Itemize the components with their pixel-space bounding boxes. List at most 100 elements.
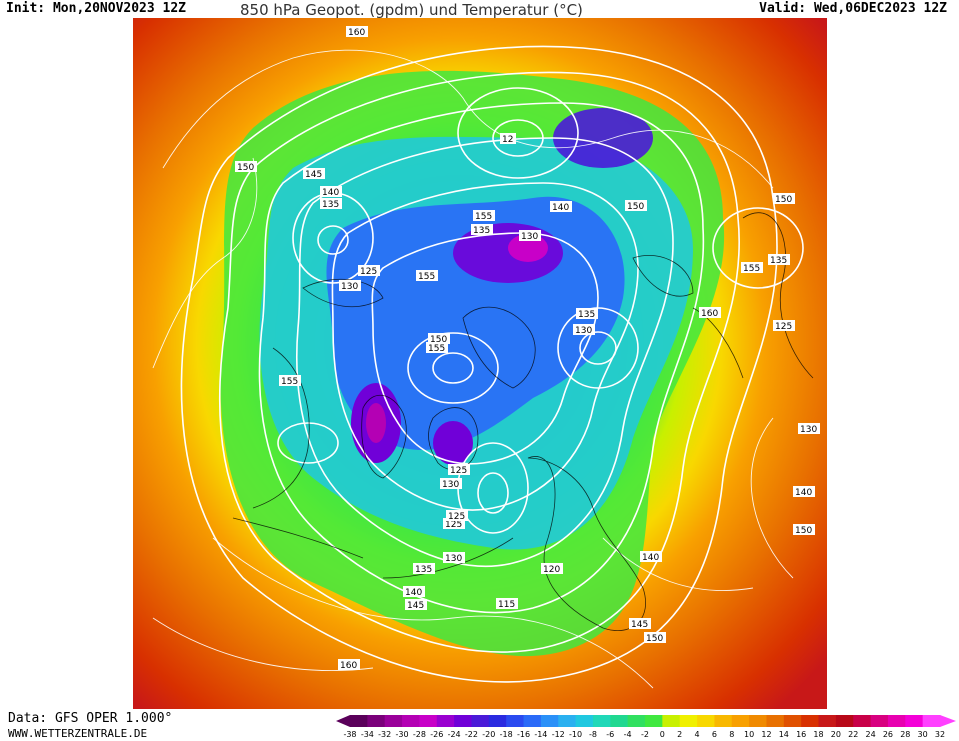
contour-label: 140 [642, 553, 659, 563]
contour-label-box [793, 486, 815, 497]
coastlines [232, 212, 814, 631]
contour-label-box [471, 224, 493, 235]
contour-label: 125 [448, 512, 465, 522]
colorbar-tick-label: 30 [918, 730, 928, 739]
contour-label: 150 [237, 163, 254, 173]
colorbar-swatch [384, 715, 403, 727]
colorbar-swatch [367, 715, 386, 727]
contour-label-box [629, 618, 651, 629]
contour-label-box [644, 632, 666, 643]
colorbar-swatch [506, 715, 525, 727]
colorbar-tick-label: -18 [500, 730, 513, 739]
colorbar-tick-label: -28 [413, 730, 426, 739]
contour-label-box [773, 320, 795, 331]
colorbar-swatch [853, 715, 872, 727]
website-url: WWW.WETTERZENTRALE.DE [8, 727, 148, 740]
contour-label-box [768, 254, 790, 265]
colorbar-swatch [523, 715, 542, 727]
contour-label-box [416, 270, 438, 281]
colorbar-swatch [592, 715, 611, 727]
colorbar-swatch [627, 715, 646, 727]
colorbar-tick-label: -14 [534, 730, 547, 739]
contour-label: 130 [442, 480, 459, 490]
contour-label-box [443, 518, 465, 529]
contour-label: 150 [775, 195, 792, 205]
contour-label: 130 [575, 326, 592, 336]
colorbar-tick-label: 14 [779, 730, 789, 739]
colorbar-swatch [818, 715, 837, 727]
contour-label-box [576, 308, 598, 319]
contour-label-box [798, 423, 820, 434]
colorbar-tick-label: -24 [448, 730, 461, 739]
contour-label-box [320, 198, 342, 209]
map-canvas: 160 150 145 140 135 125 130 155 160 150 135 125 130 1… [133, 18, 827, 709]
colorbar-swatch [645, 715, 663, 727]
colorbar-swatch [697, 715, 715, 727]
colorbar-tick-label: -12 [552, 730, 565, 739]
contour-label: 115 [498, 600, 515, 610]
cold-core-west-inner [366, 403, 386, 443]
contour-label: 125 [450, 466, 467, 476]
colorbar-tick-label: 0 [660, 730, 665, 739]
contour-label: 155 [418, 272, 435, 282]
colorbar-swatch [749, 715, 767, 727]
colorbar-tick-label: 20 [831, 730, 841, 739]
colorbar-tick-label: -8 [589, 730, 597, 739]
contour-label: 130 [445, 554, 462, 564]
colorbar-swatch [905, 715, 924, 727]
map-footer: Data: GFS OPER 1.000° WWW.WETTERZENTRALE… [0, 709, 959, 741]
colorbar-swatch [419, 715, 438, 727]
weather-map: 160 150 145 140 135 125 130 155 160 150 135 125 130 1… [133, 18, 827, 709]
contour-label: 125 [445, 520, 462, 530]
colorbar-tick-label: 4 [695, 730, 700, 739]
colorbar-tick-label: 16 [796, 730, 806, 739]
colorbar-tick-label: -6 [606, 730, 614, 739]
contour-label: 160 [701, 309, 718, 319]
colorbar-swatch [731, 715, 750, 727]
init-time: Init: Mon,20NOV2023 12Z [6, 1, 187, 16]
contour-label-box [625, 200, 647, 211]
contour-label-box [473, 210, 495, 221]
colorbar-swatch [471, 715, 490, 727]
contour-label: 140 [552, 203, 569, 213]
contour-label-box [541, 563, 563, 574]
contour-label-box [358, 265, 380, 276]
colorbar-swatch [662, 715, 681, 727]
contour-label: 145 [407, 601, 424, 611]
contour-label-box [773, 193, 795, 204]
contour-label: 155 [743, 264, 760, 274]
colorbar-swatch [350, 715, 368, 727]
colorbar-swatch [436, 715, 455, 727]
contour-label-box [235, 161, 257, 172]
contour-label-box [500, 133, 516, 144]
contour-label-box [346, 26, 368, 37]
colorbar-tick-label: 18 [813, 730, 823, 739]
contour-label: 135 [322, 200, 339, 210]
colorbar-swatch [922, 715, 941, 727]
colorbar-tick-label: 12 [761, 730, 771, 739]
colorbar-swatch [679, 715, 698, 727]
colorbar-tick-label: -2 [641, 730, 649, 739]
contour-label: 135 [473, 226, 490, 236]
colorbar-swatch [540, 715, 559, 727]
contour-label: 130 [341, 282, 358, 292]
colorbar-swatch [575, 715, 594, 727]
contour-label: 135 [578, 310, 595, 320]
contour-label-box [320, 186, 342, 197]
contour-label-box [640, 551, 662, 562]
contour-label-box [405, 599, 427, 610]
data-source: Data: GFS OPER 1.000° [8, 711, 173, 726]
contour-label-box [279, 375, 301, 386]
colorbar-swatch [714, 715, 733, 727]
colorbar-tick-label: 24 [865, 730, 875, 739]
contour-label: 12 [502, 135, 513, 145]
contour-label: 150 [646, 634, 663, 644]
contour-label: 155 [281, 377, 298, 387]
colorbar-swatch [870, 715, 889, 727]
colorbar-swatch [402, 715, 420, 727]
contour-label: 130 [521, 232, 538, 242]
contour-label: 160 [348, 28, 365, 38]
contour-label: 150 [430, 335, 447, 345]
contour-label-box [793, 524, 815, 535]
contour-label: 140 [795, 488, 812, 498]
